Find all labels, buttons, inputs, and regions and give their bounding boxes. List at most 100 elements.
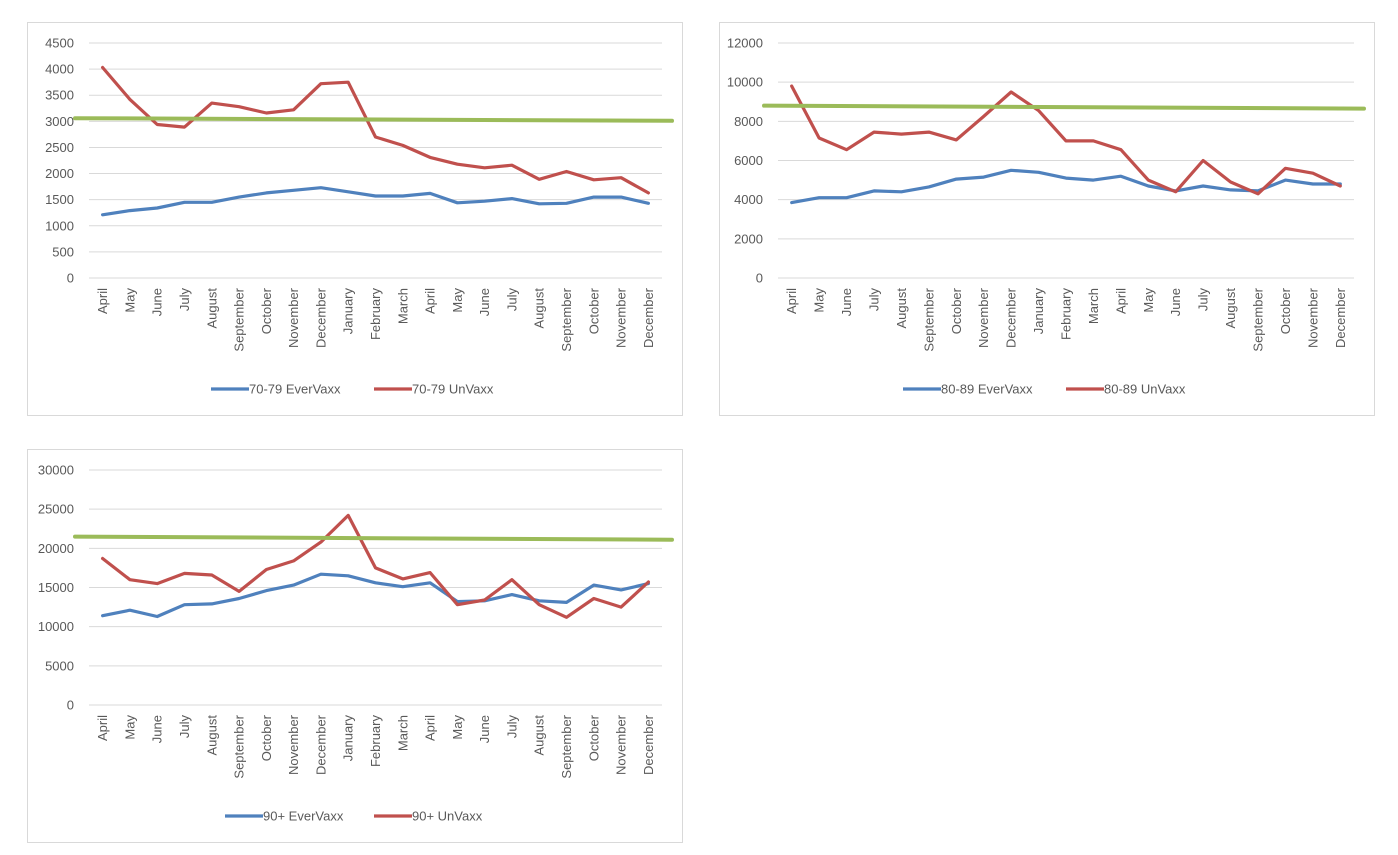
y-tick-label: 1500	[45, 192, 74, 207]
chart-80-89-svg: 0 2000 4000 6000 8000 10000 12000 April May June J…	[727, 36, 1366, 397]
y-tick-label: 4500	[45, 36, 74, 51]
y-tick-label: 10000	[727, 75, 763, 90]
y-tick-label: 15000	[38, 580, 74, 595]
x-tick-label: February	[368, 288, 383, 341]
x-tick-label: October	[586, 287, 601, 334]
chart-panel-90-plus: 0 5000 10000 15000 20000 25000 30000 April May Ju…	[27, 449, 683, 843]
y-tick-label: 2000	[734, 231, 763, 246]
chart-panel-70-79: 0 500 1000 1500 2000 2500 3000 3500 4000 4500 Apri…	[27, 22, 683, 416]
x-tick-label: September	[559, 714, 574, 778]
x-tick-label: June	[150, 288, 165, 316]
y-tick-label: 1000	[45, 218, 74, 233]
x-tick-label: October	[586, 714, 601, 761]
x-tick-label: April	[423, 715, 438, 741]
y-tick-label: 4000	[734, 192, 763, 207]
x-tick-label: October	[949, 287, 964, 334]
x-tick-label: April	[784, 288, 799, 314]
y-tick-label: 0	[67, 698, 74, 713]
y-tick-label: 30000	[38, 463, 74, 478]
series-line-evervaxx	[100, 572, 651, 619]
x-tick-label: December	[1004, 287, 1019, 348]
x-tick-label: June	[477, 288, 492, 316]
x-tick-label: April	[95, 288, 110, 314]
legend-label: 70-79 UnVaxx	[412, 382, 494, 397]
y-tick-label: 10000	[38, 619, 74, 634]
x-tick-label: July	[504, 715, 519, 739]
y-tick-label: 25000	[38, 502, 74, 517]
reference-line	[762, 103, 1366, 111]
x-tick-label: July	[1196, 288, 1211, 312]
y-tick-label: 5000	[45, 658, 74, 673]
series-line-evervaxx	[100, 186, 651, 217]
y-tick-label: 2000	[45, 166, 74, 181]
x-tick-label: May	[122, 288, 137, 313]
x-tick-label: January	[1031, 288, 1046, 335]
x-tick-label: August	[1223, 288, 1238, 329]
x-tick-label: November	[614, 714, 629, 775]
y-tick-label: 0	[67, 271, 74, 286]
x-tick-label: April	[95, 715, 110, 741]
x-tick-label: February	[1059, 288, 1074, 341]
chart-90-plus-svg: 0 5000 10000 15000 20000 25000 30000 April May Ju…	[38, 463, 674, 824]
series-line-unvaxx	[790, 84, 1342, 196]
x-tick-label: June	[150, 715, 165, 743]
x-tick-label: September	[1251, 287, 1266, 351]
x-tick-label: September	[921, 287, 936, 351]
x-tick-label: April	[1113, 288, 1128, 314]
x-tick-label: December	[313, 714, 328, 775]
chart-70-79-svg: 0 500 1000 1500 2000 2500 3000 3500 4000 4500 Apri…	[45, 36, 674, 397]
y-tick-label: 20000	[38, 541, 74, 556]
x-tick-label: December	[641, 714, 656, 775]
y-tick-label: 500	[52, 244, 74, 259]
x-tick-label: January	[341, 288, 356, 335]
x-tick-label: September	[232, 714, 247, 778]
x-tick-label: June	[839, 288, 854, 316]
x-tick-label: March	[395, 715, 410, 751]
legend-label: 90+ EverVaxx	[263, 809, 344, 824]
reference-line	[73, 534, 674, 542]
x-tick-label: August	[532, 715, 547, 756]
series-line-evervaxx	[790, 168, 1342, 205]
x-tick-label: July	[177, 288, 192, 312]
x-tick-label: July	[867, 288, 882, 312]
x-tick-label: October	[259, 287, 274, 334]
x-tick-label: December	[641, 287, 656, 348]
y-tick-label: 6000	[734, 153, 763, 168]
y-tick-label: 3500	[45, 88, 74, 103]
x-tick-label: August	[204, 288, 219, 329]
series-line-unvaxx	[100, 513, 651, 619]
chart-panel-80-89: 0 2000 4000 6000 8000 10000 12000 April May June J…	[719, 22, 1375, 416]
x-tick-label: February	[368, 715, 383, 768]
x-tick-label: August	[532, 288, 547, 329]
y-tick-label: 4000	[45, 62, 74, 77]
x-tick-label: August	[204, 715, 219, 756]
x-tick-label: March	[1086, 288, 1101, 324]
reference-line	[73, 116, 674, 123]
x-tick-label: November	[614, 287, 629, 348]
x-tick-label: January	[341, 715, 356, 762]
x-tick-label: September	[232, 287, 247, 351]
y-tick-label: 3000	[45, 114, 74, 129]
x-tick-label: May	[812, 288, 827, 313]
legend-label: 80-89 EverVaxx	[941, 382, 1033, 397]
x-tick-label: December	[313, 287, 328, 348]
x-tick-label: November	[286, 287, 301, 348]
x-tick-label: April	[423, 288, 438, 314]
x-tick-label: October	[259, 714, 274, 761]
y-tick-label: 8000	[734, 114, 763, 129]
x-tick-label: August	[894, 288, 909, 329]
x-tick-label: May	[450, 288, 465, 313]
x-tick-label: November	[1305, 287, 1320, 348]
x-tick-label: October	[1278, 287, 1293, 334]
x-tick-label: July	[177, 715, 192, 739]
y-tick-label: 0	[756, 271, 763, 286]
x-tick-label: November	[286, 714, 301, 775]
x-tick-label: June	[1168, 288, 1183, 316]
series-line-unvaxx	[100, 65, 651, 195]
x-tick-label: May	[450, 715, 465, 740]
legend-label: 90+ UnVaxx	[412, 809, 483, 824]
x-tick-label: March	[395, 288, 410, 324]
legend-label: 70-79 EverVaxx	[249, 382, 341, 397]
y-tick-label: 12000	[727, 36, 763, 51]
x-tick-label: December	[1333, 287, 1348, 348]
